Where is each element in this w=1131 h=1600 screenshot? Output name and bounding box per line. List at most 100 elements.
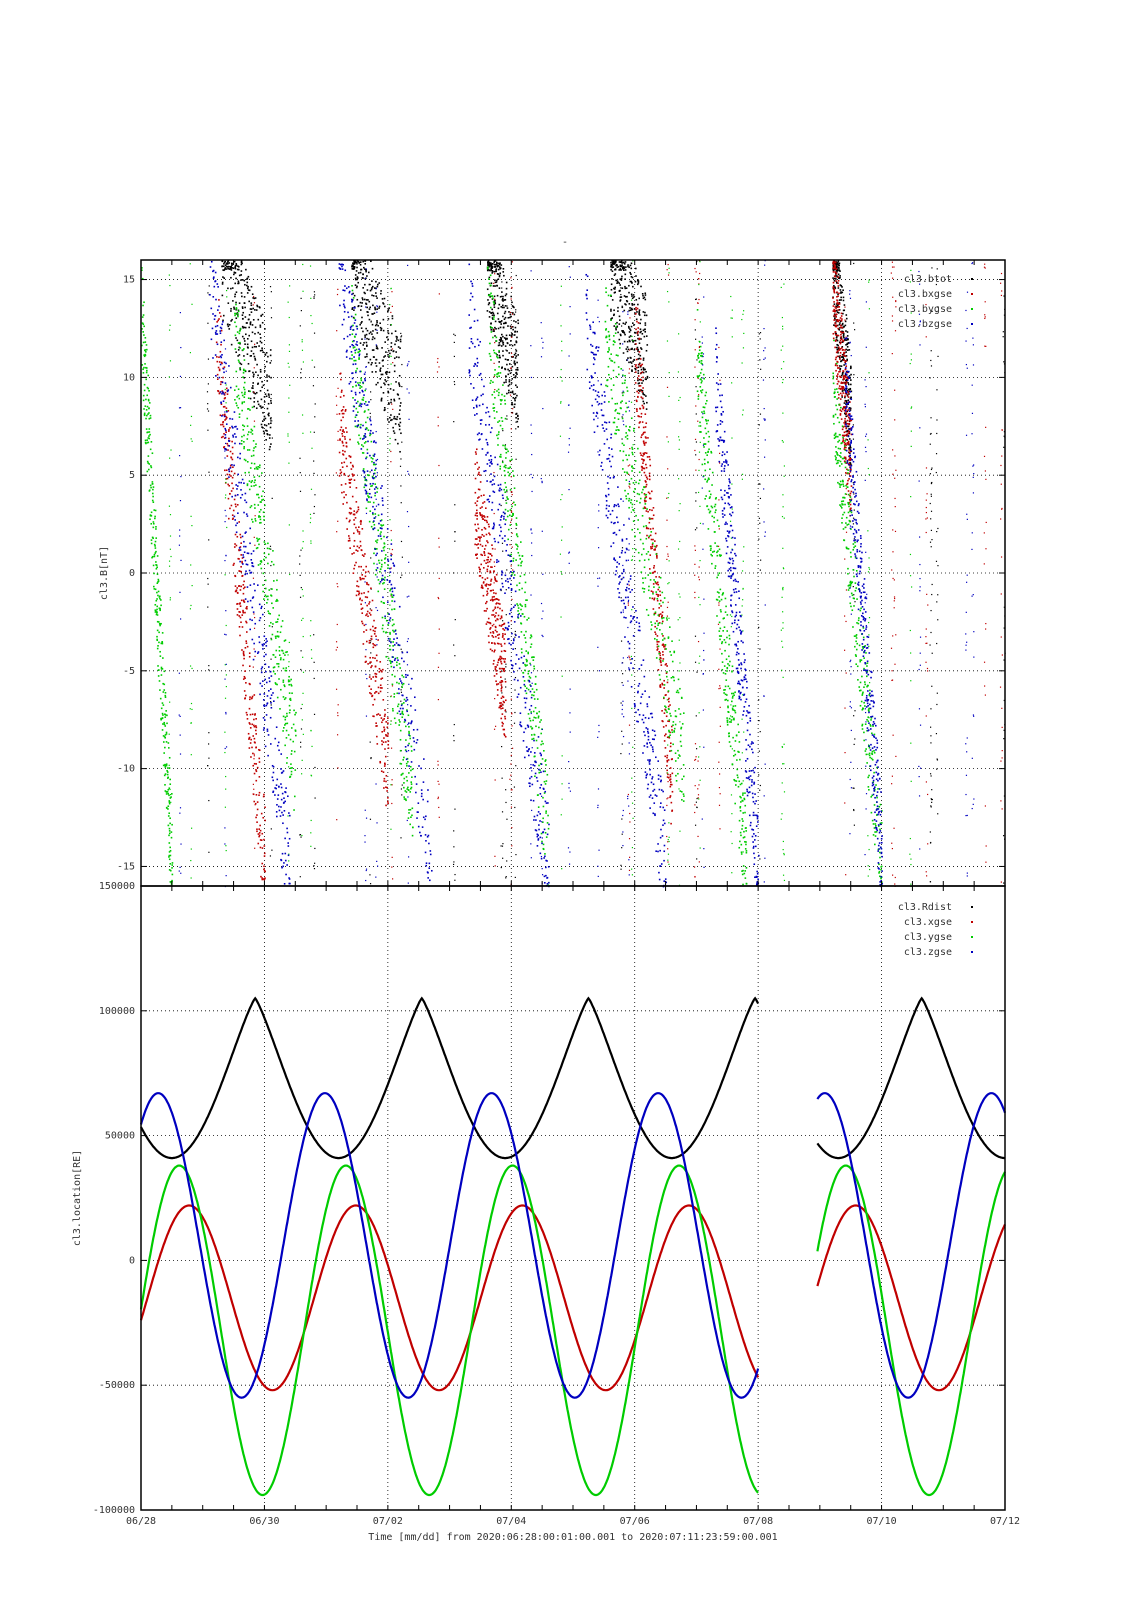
data-point	[250, 350, 253, 352]
data-point	[270, 560, 273, 563]
data-point	[510, 620, 512, 622]
data-point	[502, 550, 504, 552]
data-point	[510, 789, 512, 791]
data-point	[438, 577, 440, 580]
data-point	[846, 378, 849, 380]
data-point	[342, 503, 345, 505]
data-point	[383, 579, 386, 581]
data-point	[169, 797, 172, 799]
data-point	[646, 478, 649, 480]
data-point	[845, 317, 848, 320]
data-point	[156, 608, 158, 611]
data-point	[494, 548, 496, 550]
data-point	[337, 387, 339, 389]
data-point	[258, 516, 260, 518]
data-point	[230, 343, 233, 346]
data-point	[250, 428, 253, 431]
data-point	[931, 467, 933, 469]
data-point	[844, 319, 846, 321]
data-point	[235, 308, 238, 310]
data-point	[652, 571, 655, 574]
data-point	[270, 393, 272, 396]
data-point	[515, 341, 518, 343]
data-point	[669, 731, 671, 734]
data-point	[640, 389, 643, 391]
data-point	[374, 627, 377, 629]
data-point	[506, 307, 509, 309]
data-point	[258, 828, 261, 830]
data-point	[629, 487, 631, 489]
data-point	[845, 393, 848, 395]
data-point	[207, 292, 209, 294]
data-point	[436, 371, 439, 373]
data-point	[356, 545, 359, 548]
data-point	[627, 604, 630, 606]
data-point	[849, 494, 851, 497]
data-point	[658, 622, 661, 624]
data-point	[483, 515, 485, 517]
data-point	[669, 774, 672, 776]
data-point	[371, 285, 374, 288]
data-point	[850, 365, 852, 368]
data-point	[651, 597, 654, 600]
data-point	[629, 340, 631, 343]
data-point	[147, 462, 150, 464]
data-point	[619, 333, 622, 336]
data-point	[892, 577, 894, 580]
data-point	[984, 263, 986, 265]
data-point	[698, 283, 700, 285]
data-point	[636, 320, 638, 323]
data-point	[243, 326, 246, 329]
data-point	[1000, 556, 1003, 558]
data-point	[637, 353, 640, 356]
data-point	[340, 484, 343, 486]
data-point	[642, 431, 645, 434]
data-point	[438, 628, 440, 630]
data-point	[351, 264, 354, 267]
data-point	[352, 513, 355, 516]
data-point	[404, 749, 407, 751]
data-point	[237, 349, 240, 351]
data-point	[391, 608, 393, 611]
data-point	[622, 673, 624, 675]
data-point	[336, 819, 338, 821]
data-point	[475, 529, 477, 531]
data-point	[167, 808, 169, 810]
data-point	[627, 602, 629, 604]
data-point	[384, 557, 387, 559]
data-point	[476, 544, 478, 546]
data-point	[504, 444, 507, 446]
data-point	[158, 669, 160, 671]
data-point	[264, 579, 267, 582]
data-point	[847, 396, 850, 398]
data-point	[166, 767, 169, 769]
data-point	[269, 434, 271, 436]
data-point	[930, 359, 932, 362]
data-point	[253, 616, 256, 619]
data-point	[849, 499, 851, 501]
data-point	[141, 269, 143, 272]
data-point	[253, 391, 255, 393]
data-point	[341, 430, 344, 433]
data-point	[249, 696, 251, 698]
data-point	[845, 330, 847, 332]
data-point	[452, 863, 455, 866]
data-point	[482, 567, 485, 569]
data-point	[498, 263, 501, 266]
data-point	[832, 281, 835, 284]
data-point	[621, 682, 623, 684]
data-point	[313, 332, 316, 334]
data-point	[390, 311, 392, 314]
data-point	[848, 459, 851, 461]
data-point	[338, 413, 341, 415]
data-point	[144, 337, 147, 339]
data-point	[637, 415, 639, 417]
data-point	[356, 585, 358, 587]
data-point	[837, 273, 840, 276]
data-point	[386, 790, 388, 792]
data-point	[639, 407, 641, 410]
data-point	[504, 368, 507, 371]
data-point	[835, 356, 837, 359]
data-point	[839, 387, 842, 390]
data-point	[351, 307, 354, 309]
